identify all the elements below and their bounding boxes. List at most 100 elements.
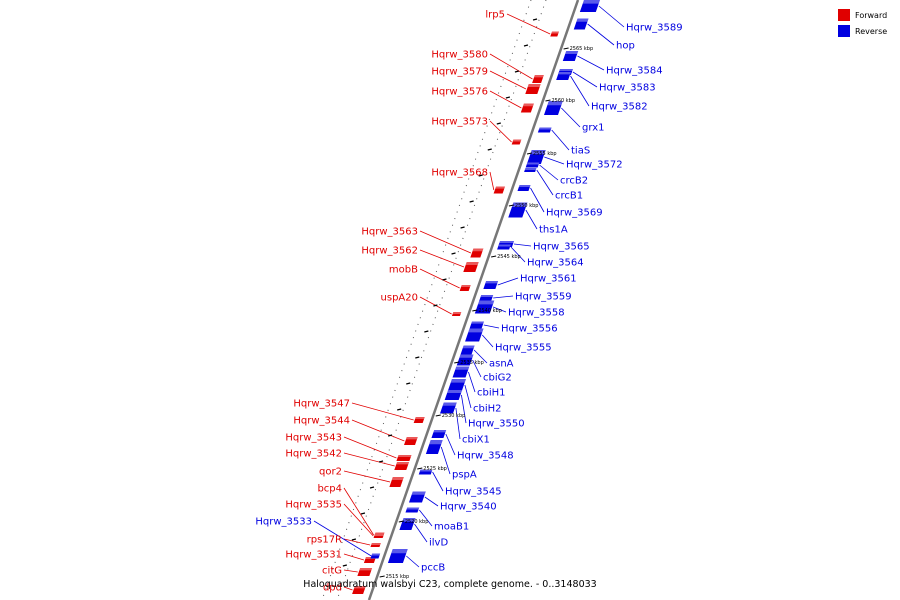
gene-label-hqrw-3550: Hqrw_3550 (468, 419, 525, 430)
feature-hqrw-3589 (579, 0, 600, 12)
kbp-tick-mark (508, 204, 514, 207)
kbp-tick-label: 2515 kbp (386, 574, 410, 580)
kbp-tick-mark (563, 47, 569, 50)
legend-reverse-swatch (838, 25, 850, 37)
guide-tick (442, 278, 447, 281)
gene-label-hqrw-3531: Hqrw_3531 (285, 550, 342, 561)
kbp-tick-label: 2540 kbp (478, 308, 502, 314)
gene-label-hqrw-3589: Hqrw_3589 (626, 23, 683, 34)
guide-tick (342, 564, 347, 567)
leader-reverse-left (313, 520, 372, 557)
guide-tick (523, 44, 529, 47)
feature-hqrw-3582 (556, 72, 571, 80)
gene-label-citg: citG (322, 566, 342, 577)
guide-tick (469, 200, 474, 203)
leader-reverse (598, 5, 625, 28)
guide-tick (487, 148, 492, 151)
gene-label-ths1a: ths1A (539, 225, 568, 236)
feature-cbix1 (439, 402, 457, 414)
feature-hqrw-3576 (520, 103, 534, 113)
leader-forward (351, 402, 414, 421)
feature-asna (460, 345, 475, 355)
gene-label-mobb: mobB (389, 265, 418, 276)
feature-hqrw-3545 (418, 469, 433, 475)
leader-forward (343, 569, 358, 573)
leader-forward (343, 436, 397, 459)
feature-hqrw-3564 (497, 244, 511, 250)
gene-label-cbig2: cbiG2 (483, 373, 512, 384)
leader-reverse (572, 71, 598, 88)
leader-forward (506, 13, 551, 35)
leader-forward (489, 70, 527, 90)
leader-reverse (587, 23, 615, 46)
leader-forward (343, 503, 374, 537)
kbp-tick-mark (491, 255, 497, 258)
leader-forward (419, 230, 472, 254)
gene-label-hqrw-3569: Hqrw_3569 (546, 208, 603, 219)
kbp-tick-mark (379, 575, 385, 578)
feature-hqrw-3555 (465, 328, 484, 342)
leader-forward (343, 553, 365, 561)
gene-label-lrp5: lrp5 (485, 10, 505, 21)
legend-forward-swatch (838, 9, 850, 21)
leader-reverse (492, 306, 507, 313)
kbp-tick-label: 2530 kbp (442, 413, 466, 419)
feature-pspa (425, 440, 443, 454)
leader-forward (489, 53, 533, 80)
feature-dpd (352, 586, 366, 594)
gene-label-hqrw-3543: Hqrw_3543 (285, 433, 342, 444)
feature-uspa20 (451, 312, 462, 316)
gene-label-hqrw-3558: Hqrw_3558 (508, 308, 565, 319)
feature-hqrw-3535 (373, 534, 384, 538)
leader-reverse (525, 209, 538, 230)
gene-label-qor2: qor2 (319, 467, 342, 478)
guide-tick (496, 122, 501, 125)
guide-tick (532, 18, 538, 21)
legend: Forward Reverse (838, 9, 887, 37)
gene-label-cbih2: cbiH2 (473, 404, 502, 415)
guide-tick (360, 512, 366, 515)
dotted-guide-2 (336, 0, 547, 600)
kbp-tick-mark (526, 152, 533, 155)
feature-hqrw-3548 (431, 430, 447, 438)
legend-forward-label: Forward (855, 11, 887, 20)
gene-label-cbih1: cbiH1 (477, 388, 506, 399)
gene-label-hqrw-3562: Hqrw_3562 (361, 246, 418, 257)
leader-reverse (493, 295, 514, 299)
gene-label-rps17r: rps17R (307, 535, 342, 546)
gene-label-pspa: pspA (452, 470, 477, 481)
leader-reverse (536, 169, 554, 196)
map-caption: Haloquadratum walsbyi C23, complete geno… (303, 579, 596, 590)
feature-hqrw-3568 (493, 186, 506, 194)
leader-forward (343, 538, 371, 546)
feature-hqrw-3569 (517, 185, 531, 191)
gene-label-hqrw-3582: Hqrw_3582 (591, 102, 648, 113)
gene-label-crcb2: crcB2 (560, 176, 588, 187)
kbp-ticks: 2565 kbp 2560 kbp 2555 kbp 2550 kbp 2545 kbp… (342, 18, 593, 580)
dotted-guide-1 (321, 0, 532, 600)
feature-crcb1 (524, 168, 537, 172)
leader-forward (489, 120, 512, 143)
feature-rps17r (370, 543, 381, 547)
leader-reverse (461, 394, 467, 424)
gene-label-hqrw-3572: Hqrw_3572 (566, 160, 623, 171)
gene-label-hqrw-3563: Hqrw_3563 (361, 227, 418, 238)
leader-forward (343, 452, 395, 467)
feature-citg (357, 568, 373, 576)
gene-label-hqrw-3576: Hqrw_3576 (431, 87, 488, 98)
guide-tick (505, 96, 511, 99)
gene-label-hqrw-3545: Hqrw_3545 (445, 487, 502, 498)
legend-reverse-label: Reverse (855, 27, 887, 36)
feature-hqrw-3563 (470, 248, 484, 258)
leader-reverse (432, 471, 444, 492)
leader-reverse (544, 156, 565, 165)
feature-pccb (387, 549, 408, 563)
leader-reverse (414, 523, 428, 543)
feature-hqrw-3547 (413, 417, 425, 423)
feature-hqrw-3562 (463, 262, 479, 272)
feature-hqrw-3561 (483, 281, 499, 289)
leader-reverse (472, 359, 482, 378)
feature-ths1a (508, 202, 528, 218)
leader-reverse (468, 371, 476, 393)
feature-cbig2 (456, 354, 474, 366)
